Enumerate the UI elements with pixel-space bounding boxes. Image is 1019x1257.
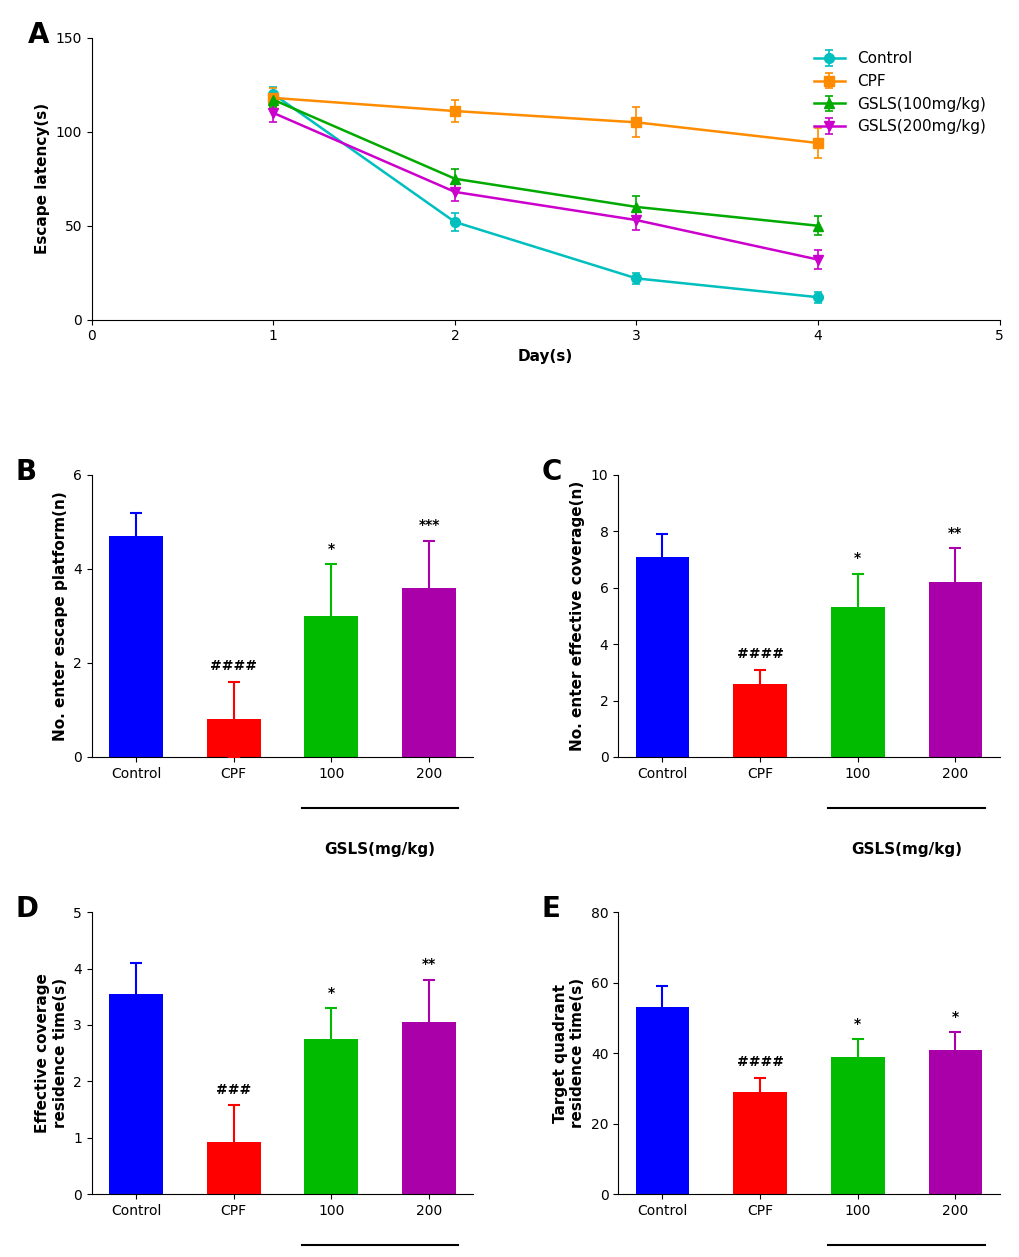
Text: *: * <box>327 985 334 999</box>
Text: C: C <box>541 458 561 486</box>
Bar <box>830 1057 883 1194</box>
Bar <box>109 994 163 1194</box>
Bar <box>401 1022 455 1194</box>
Bar <box>401 588 455 757</box>
Bar <box>305 616 358 757</box>
Text: A: A <box>29 21 50 49</box>
Text: *: * <box>853 551 860 566</box>
Y-axis label: Target quadrant
residence time(s): Target quadrant residence time(s) <box>552 978 585 1129</box>
Bar <box>635 1007 689 1194</box>
Y-axis label: No. enter effective coverage(n): No. enter effective coverage(n) <box>570 481 585 750</box>
Text: ***: *** <box>418 518 439 532</box>
Text: *: * <box>951 1009 958 1023</box>
Text: ####: #### <box>210 659 257 674</box>
Bar <box>830 607 883 757</box>
Y-axis label: Escape latency(s): Escape latency(s) <box>35 103 50 254</box>
Bar <box>207 719 260 757</box>
Bar <box>733 1092 786 1194</box>
Bar <box>207 1141 260 1194</box>
Text: D: D <box>15 895 39 923</box>
Text: **: ** <box>422 958 436 972</box>
Text: GSLS(mg/kg): GSLS(mg/kg) <box>850 842 961 856</box>
Text: *: * <box>327 542 334 556</box>
Text: ###: ### <box>216 1082 251 1096</box>
Text: *: * <box>853 1017 860 1031</box>
Text: GSLS(mg/kg): GSLS(mg/kg) <box>324 842 435 856</box>
Bar <box>635 557 689 757</box>
Y-axis label: Effective coverage
residence time(s): Effective coverage residence time(s) <box>36 973 67 1133</box>
Bar <box>927 582 981 757</box>
Bar <box>305 1040 358 1194</box>
Bar <box>733 684 786 757</box>
Text: **: ** <box>948 525 962 539</box>
Text: ####: #### <box>736 1056 783 1070</box>
Text: B: B <box>15 458 37 486</box>
X-axis label: Day(s): Day(s) <box>518 349 573 365</box>
Y-axis label: No. enter escape platform(n): No. enter escape platform(n) <box>53 491 67 740</box>
Bar <box>927 1050 981 1194</box>
Bar <box>109 535 163 757</box>
Legend: Control, CPF, GSLS(100mg/kg), GSLS(200mg/kg): Control, CPF, GSLS(100mg/kg), GSLS(200mg… <box>807 45 991 141</box>
Text: ####: #### <box>736 647 783 661</box>
Text: E: E <box>541 895 560 923</box>
